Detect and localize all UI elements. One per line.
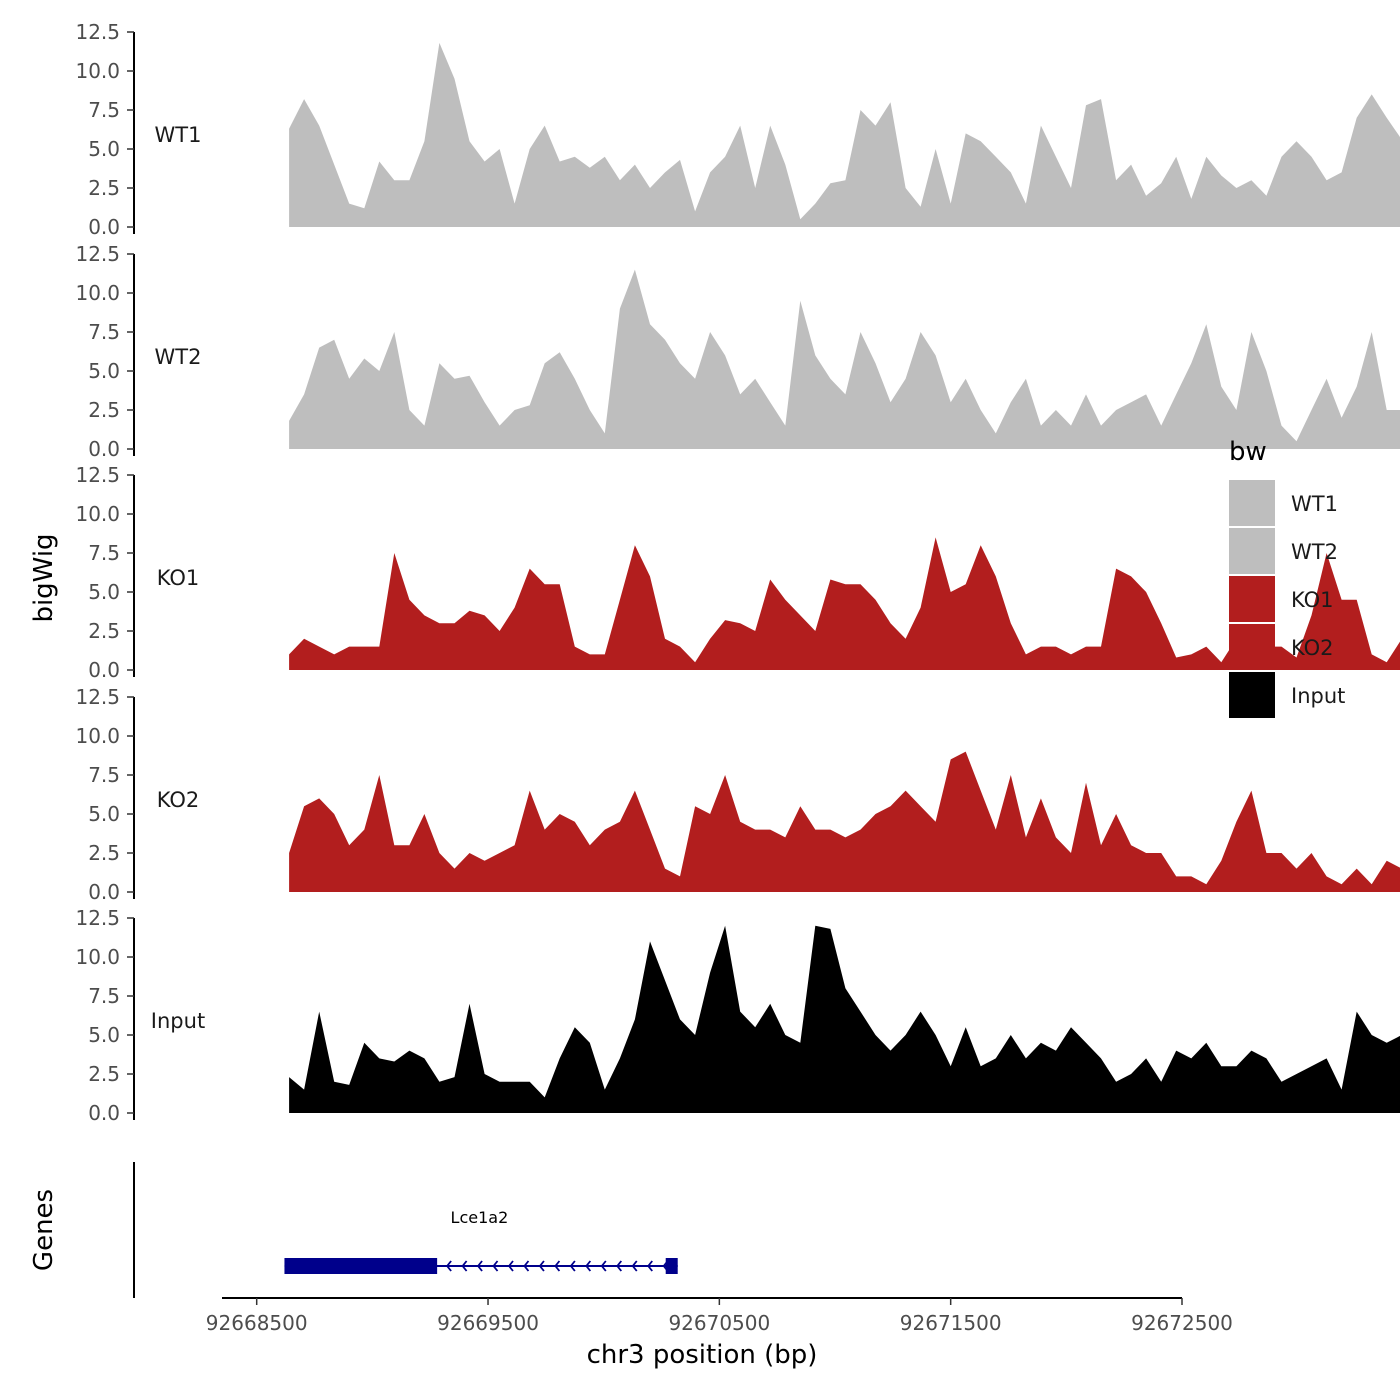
y-tick-label: 0.0 <box>88 880 120 904</box>
gene-label: Lce1a2 <box>451 1208 509 1227</box>
track-label: KO2 <box>157 788 200 812</box>
legend-swatch-wt1 <box>1229 480 1275 526</box>
track-wt2: 0.0 2.5 5.0 7.5 10.0 12.5 WT2 <box>75 242 1400 461</box>
legend-title: bw <box>1229 437 1267 467</box>
y-tick-label: 12.5 <box>75 20 120 44</box>
y-tick-label: 12.5 <box>75 906 120 930</box>
strand-arrow <box>507 1260 514 1272</box>
track-label: Input <box>151 1009 205 1033</box>
y-tick-label: 5.0 <box>88 580 120 604</box>
genes-panel: Lce1a2 <box>133 1162 678 1298</box>
y-tick-label: 10.0 <box>75 502 120 526</box>
legend-swatch-ko2 <box>1229 624 1275 670</box>
track-ko1: 0.0 2.5 5.0 7.5 10.0 12.5 KO1 <box>75 463 1400 682</box>
x-tick-label: 92671500 <box>900 1311 1002 1335</box>
strand-arrow <box>569 1260 576 1272</box>
y-tick-label: 2.5 <box>88 841 120 865</box>
y-tick-label: 10.0 <box>75 59 120 83</box>
legend-swatch-input <box>1229 672 1275 718</box>
track-wt1: 0.0 2.5 5.0 7.5 10.0 12.5 WT1 <box>75 20 1400 239</box>
track-label: WT1 <box>155 123 202 147</box>
y-tick-label: 10.0 <box>75 281 120 305</box>
track-area-ko2 <box>289 751 1400 892</box>
y-tick-label: 5.0 <box>88 359 120 383</box>
y-tick-label: 12.5 <box>75 463 120 487</box>
y-tick-label: 7.5 <box>88 320 120 344</box>
y-tick-label: 5.0 <box>88 802 120 826</box>
genes-axis-title: Genes <box>29 1189 59 1271</box>
strand-arrow <box>492 1260 499 1272</box>
y-tick-label: 0.0 <box>88 215 120 239</box>
y-tick-label: 0.0 <box>88 658 120 682</box>
y-tick-label: 12.5 <box>75 685 120 709</box>
x-tick-label: 92672500 <box>1131 1311 1233 1335</box>
x-tick-label: 92669500 <box>437 1311 539 1335</box>
legend-label: KO2 <box>1291 636 1334 660</box>
y-tick-label: 2.5 <box>88 398 120 422</box>
coverage-tracks: 0.0 2.5 5.0 7.5 10.0 12.5 WT1 0.0 2.5 5.0 7.5 10.0 1… <box>75 20 1400 1125</box>
strand-arrow <box>523 1260 530 1272</box>
gene-exon <box>284 1258 438 1274</box>
y-tick-label: 5.0 <box>88 1023 120 1047</box>
y-tick-label: 7.5 <box>88 98 120 122</box>
y-tick-label: 2.5 <box>88 619 120 643</box>
gene-exon <box>665 1258 678 1274</box>
strand-arrow <box>662 1260 669 1272</box>
track-area-input <box>289 925 1400 1113</box>
y-axis-title: bigWig <box>29 533 59 622</box>
gene-model <box>284 1258 678 1274</box>
y-tick-label: 7.5 <box>88 984 120 1008</box>
legend-swatch-ko1 <box>1229 576 1275 622</box>
x-tick-label: 92668500 <box>206 1311 308 1335</box>
legend-label: KO1 <box>1291 588 1334 612</box>
strand-arrow <box>631 1260 638 1272</box>
y-tick-label: 7.5 <box>88 763 120 787</box>
strand-arrow <box>554 1260 561 1272</box>
y-tick-label: 5.0 <box>88 137 120 161</box>
y-tick-label: 2.5 <box>88 176 120 200</box>
legend-swatch-wt2 <box>1229 528 1275 574</box>
legend: bw WT1 WT2 KO1 KO2 Input <box>1229 437 1345 718</box>
y-tick-label: 10.0 <box>75 724 120 748</box>
y-tick-label: 7.5 <box>88 541 120 565</box>
strand-arrow <box>585 1260 592 1272</box>
strand-arrow <box>616 1260 623 1272</box>
strand-arrow <box>538 1260 545 1272</box>
y-tick-label: 0.0 <box>88 437 120 461</box>
y-tick-label: 12.5 <box>75 242 120 266</box>
y-tick-label: 10.0 <box>75 945 120 969</box>
legend-label: WT1 <box>1291 492 1338 516</box>
track-ko2: 0.0 2.5 5.0 7.5 10.0 12.5 KO2 <box>75 685 1400 904</box>
legend-label: WT2 <box>1291 540 1338 564</box>
strand-arrow <box>445 1260 452 1272</box>
y-tick-label: 2.5 <box>88 1062 120 1086</box>
strand-arrow <box>600 1260 607 1272</box>
strand-arrow <box>476 1260 483 1272</box>
track-area-wt1 <box>289 42 1400 227</box>
track-area-wt2 <box>289 269 1400 449</box>
x-tick-label: 92670500 <box>668 1311 770 1335</box>
x-axis: 92668500 92669500 92670500 92671500 92672500 <box>206 1297 1233 1335</box>
strand-arrow <box>647 1260 653 1272</box>
x-axis-title: chr3 position (bp) <box>587 1340 818 1370</box>
legend-label: Input <box>1291 684 1345 708</box>
y-tick-label: 0.0 <box>88 1101 120 1125</box>
track-label: WT2 <box>155 345 202 369</box>
track-area-ko1 <box>289 537 1400 670</box>
strand-arrow <box>461 1260 468 1272</box>
track-label: KO1 <box>157 566 200 590</box>
track-input: 0.0 2.5 5.0 7.5 10.0 12.5 Input <box>75 906 1400 1125</box>
